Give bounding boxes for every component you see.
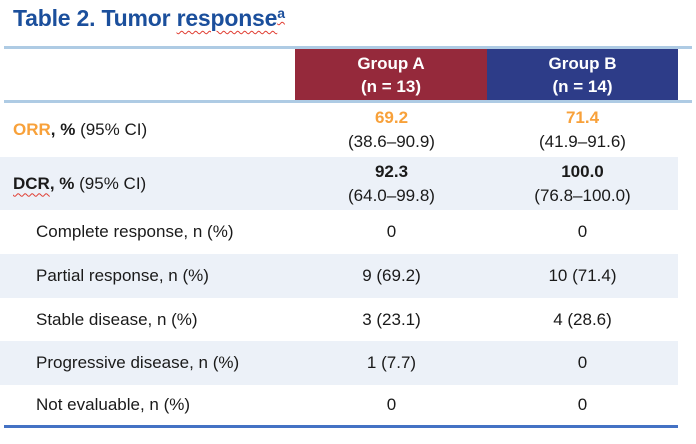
table-bottom-border (4, 425, 678, 428)
dcr-group-b-ci: (76.8–100.0) (534, 185, 631, 205)
row-label-orr: ORR, % (95% CI) (0, 120, 296, 140)
table-row-complete-response: Complete response, n (%) 0 0 (0, 210, 678, 254)
orr-group-b-value: 71.4 (565, 108, 600, 127)
complete-response-group-a-value: 0 (386, 222, 397, 241)
column-header-group-b: Group B (n = 14) (487, 49, 678, 100)
orr-acronym: ORR (13, 120, 51, 139)
orr-ci-note: (95% CI) (75, 120, 148, 139)
dcr-group-b-cell: 100.0 (76.8–100.0) (487, 160, 678, 208)
row-label-stable-disease: Stable disease, n (%) (36, 309, 198, 329)
table-row-stable-disease: Stable disease, n (%) 3 (23.1) 4 (28.6) (0, 298, 678, 341)
orr-group-b-cell: 71.4 (41.9–91.6) (487, 106, 678, 154)
row-label-partial-response: Partial response, n (%) (36, 266, 209, 285)
not-evaluable-group-a-value: 0 (386, 395, 397, 414)
row-label-progressive-disease: Progressive disease, n (%) (36, 353, 240, 372)
partial-response-group-b-value: 10 (71.4) (548, 266, 617, 285)
orr-group-a-ci: (38.6–90.9) (348, 132, 435, 151)
row-label-complete-response: Complete response, n (%) (36, 222, 234, 241)
stable-disease-group-b-value: 4 (28.6) (553, 309, 612, 329)
title-superscript: a (277, 5, 285, 21)
row-label-dcr: DCR, % (95% CI) (0, 174, 296, 194)
title-divider (4, 46, 692, 49)
table-row-dcr: DCR, % (95% CI) 92.3 (64.0–99.8) 100.0 (… (0, 157, 678, 210)
progressive-disease-group-a-value: 1 (7.7) (366, 353, 417, 372)
orr-group-a-value: 69.2 (374, 108, 409, 127)
orr-unit: , % (50, 120, 76, 139)
table-body: ORR, % (95% CI) 69.2 (38.6–90.9) 71.4 (4… (0, 103, 678, 425)
group-b-n: (n = 14) (552, 76, 613, 96)
page-title: Table 2. Tumor responsea (13, 5, 285, 32)
progressive-disease-group-b-value: 0 (577, 353, 588, 372)
title-highlight: response (176, 5, 278, 31)
table-row-orr: ORR, % (95% CI) 69.2 (38.6–90.9) 71.4 (4… (0, 103, 678, 157)
group-a-n: (n = 13) (361, 76, 421, 96)
dcr-group-b-value: 100.0 (561, 161, 604, 181)
table-row-partial-response: Partial response, n (%) 9 (69.2) 10 (71.… (0, 254, 678, 298)
dcr-group-a-cell: 92.3 (64.0–99.8) (296, 160, 487, 208)
group-a-name: Group A (357, 53, 425, 73)
table-row-progressive-disease: Progressive disease, n (%) 1 (7.7) 0 (0, 341, 678, 385)
dcr-ci-note: (95% CI) (74, 173, 147, 193)
dcr-group-a-value: 92.3 (374, 161, 409, 181)
partial-response-group-a-value: 9 (69.2) (362, 266, 421, 285)
orr-group-a-cell: 69.2 (38.6–90.9) (296, 106, 487, 154)
row-label-not-evaluable: Not evaluable, n (%) (36, 395, 191, 414)
table-row-not-evaluable: Not evaluable, n (%) 0 0 (0, 385, 678, 425)
stable-disease-group-a-value: 3 (23.1) (362, 309, 421, 329)
dcr-unit: , % (49, 173, 75, 193)
header-divider (4, 100, 692, 103)
title-prefix: Table 2. Tumor (13, 5, 177, 31)
complete-response-group-b-value: 0 (577, 222, 588, 241)
not-evaluable-group-b-value: 0 (577, 395, 588, 414)
dcr-group-a-ci: (64.0–99.8) (348, 185, 435, 205)
group-b-name: Group B (548, 53, 617, 73)
dcr-acronym: DCR (13, 173, 50, 193)
column-header-group-a: Group A (n = 13) (295, 49, 487, 100)
orr-group-b-ci: (41.9–91.6) (539, 132, 626, 151)
